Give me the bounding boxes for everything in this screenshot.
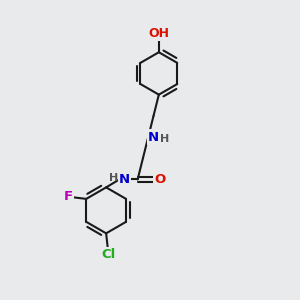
Text: H: H xyxy=(110,173,119,183)
Text: F: F xyxy=(63,190,73,203)
Text: O: O xyxy=(154,173,166,186)
Text: N: N xyxy=(148,130,159,143)
Text: N: N xyxy=(119,173,130,186)
Text: OH: OH xyxy=(148,27,169,40)
Text: H: H xyxy=(160,134,169,143)
Text: Cl: Cl xyxy=(101,248,115,261)
